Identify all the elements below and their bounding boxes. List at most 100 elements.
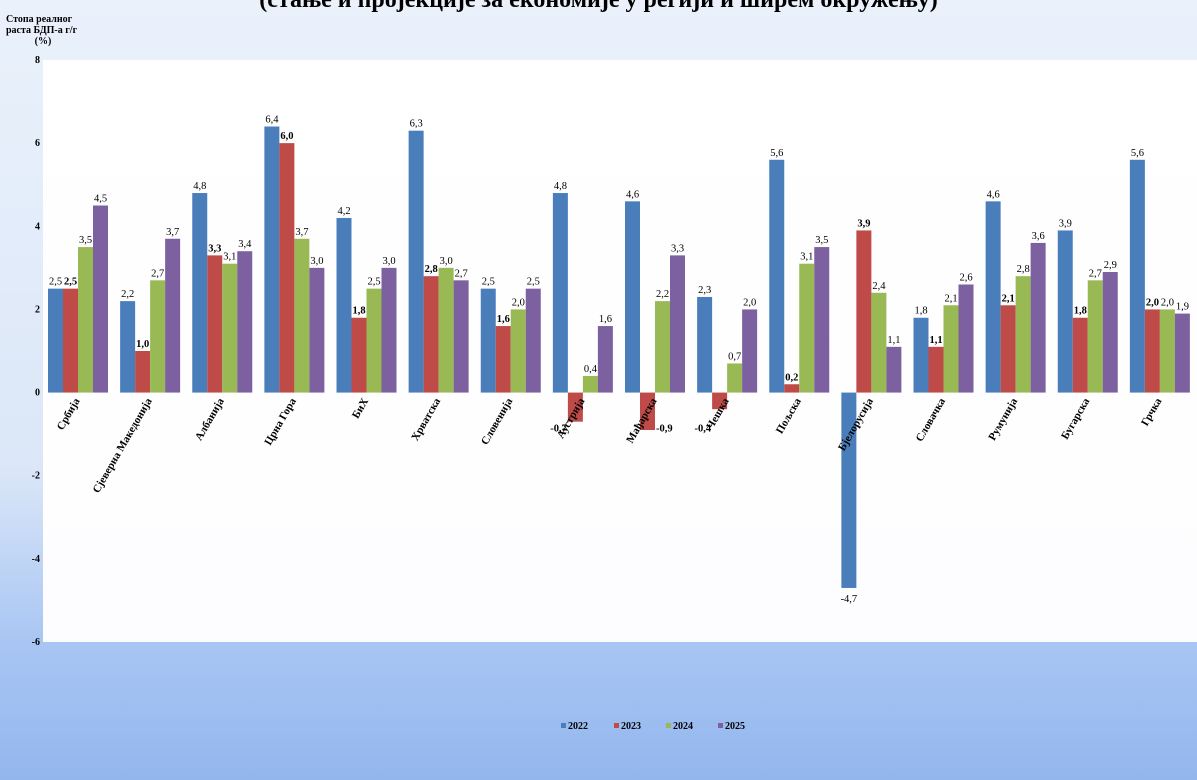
- legend-swatch-2025: [718, 723, 723, 728]
- y-tick-label: 4: [35, 221, 40, 232]
- bar-2023: [63, 288, 78, 393]
- data-label-2023: 0,2: [785, 372, 798, 383]
- data-label-2023: 2,8: [425, 264, 438, 275]
- bar-2024: [727, 363, 743, 393]
- data-label-2022: 5,6: [770, 148, 783, 159]
- data-label-2025: 2,7: [455, 268, 468, 279]
- data-label-2022: 1,8: [914, 306, 927, 317]
- bar-2023: [207, 255, 223, 393]
- data-label-2024: 2,2: [656, 289, 669, 300]
- data-label-2023: 2,5: [64, 277, 77, 288]
- data-label-2024: 2,0: [512, 297, 525, 308]
- data-label-2025: 3,7: [166, 227, 179, 238]
- data-label-2023: 1,8: [352, 306, 365, 317]
- bar-2024: [1015, 276, 1031, 393]
- bar-2024: [871, 292, 887, 393]
- bar-2025: [165, 238, 181, 393]
- data-label-2025: 2,5: [527, 277, 540, 288]
- bar-2022: [1129, 159, 1145, 393]
- data-label-2025: 4,5: [94, 194, 107, 205]
- bar-2025: [381, 267, 397, 393]
- bar-2023: [856, 230, 872, 393]
- data-label-2023: 3,3: [208, 243, 221, 254]
- data-label-2023: 1,6: [497, 314, 510, 325]
- data-label-2024: 3,1: [800, 252, 813, 263]
- bar-2023: [423, 276, 439, 393]
- data-label-2025: 1,6: [599, 314, 612, 325]
- legend-swatch-2024: [666, 723, 671, 728]
- bar-2022: [480, 288, 496, 393]
- data-label-2022: 4,2: [337, 206, 350, 217]
- y-tick-label: 0: [35, 388, 40, 399]
- y-tick-label: 2: [35, 304, 40, 315]
- data-label-2024: 0,7: [728, 351, 741, 362]
- data-label-2024: 2,1: [944, 293, 957, 304]
- data-label-2025: 2,0: [743, 297, 756, 308]
- bar-2022: [913, 317, 929, 393]
- bar-2022: [1057, 230, 1073, 393]
- data-label-2024: 3,1: [223, 252, 236, 263]
- data-label-2024: 3,5: [79, 235, 92, 246]
- data-label-2023: 6,0: [280, 131, 293, 142]
- data-label-2024: 2,7: [1089, 268, 1102, 279]
- y-tick-label: -2: [32, 471, 40, 482]
- bar-2025: [670, 255, 685, 393]
- bar-2025: [1174, 313, 1190, 393]
- data-label-2023: 2,0: [1146, 297, 1159, 308]
- bar-2023: [712, 392, 728, 410]
- bar-2024: [510, 309, 526, 393]
- legend-label-2022: 2022: [568, 721, 588, 732]
- bar-2022: [769, 159, 785, 393]
- bar-2024: [366, 288, 382, 393]
- data-label-2025: 3,3: [671, 243, 684, 254]
- bar-2025: [886, 346, 902, 393]
- y-axis-label-line-2: раста БДП-а г/г: [6, 25, 78, 36]
- chart-title: (стање и пројекције за економије у региј…: [259, 0, 938, 13]
- data-label-2023: 2,1: [1002, 293, 1015, 304]
- bar-2024: [943, 305, 959, 393]
- data-label-2022: 2,3: [698, 285, 711, 296]
- data-label-2024: 2,7: [151, 268, 164, 279]
- data-label-2024: 2,0: [1161, 297, 1174, 308]
- data-label-2023: -0,7: [550, 424, 567, 435]
- legend-label-2024: 2024: [673, 721, 693, 732]
- bar-2023: [279, 143, 295, 393]
- data-label-2022: 3,9: [1059, 218, 1072, 229]
- data-label-2025: 3,0: [310, 256, 323, 267]
- legend-label-2025: 2025: [725, 721, 745, 732]
- data-label-2025: 3,0: [382, 256, 395, 267]
- data-label-2022: -4,7: [841, 594, 858, 605]
- data-label-2024: 2,4: [872, 281, 886, 292]
- data-label-2022: 2,2: [121, 289, 134, 300]
- data-label-2024: 0,4: [584, 364, 598, 375]
- data-label-2022: 4,8: [193, 181, 206, 192]
- bar-2023: [1000, 305, 1016, 393]
- data-label-2025: 1,9: [1176, 302, 1189, 313]
- bar-2023: [351, 317, 367, 393]
- bar-2022: [264, 126, 280, 393]
- legend-label-2023: 2023: [621, 721, 641, 732]
- bar-2025: [93, 205, 108, 393]
- bar-2022: [841, 392, 857, 588]
- data-label-2023: -0,9: [656, 424, 673, 435]
- bar-2024: [582, 375, 598, 393]
- y-axis-label-unit: (%): [34, 36, 52, 47]
- bar-2025: [597, 326, 613, 393]
- bar-2022: [552, 193, 568, 393]
- data-label-2022: 6,3: [410, 119, 423, 130]
- bar-2022: [697, 296, 713, 393]
- bar-2023: [1144, 309, 1160, 393]
- data-label-2025: 3,5: [815, 235, 828, 246]
- bar-2023: [495, 326, 511, 393]
- y-tick-label: 8: [35, 55, 40, 66]
- data-label-2022: 5,6: [1131, 148, 1144, 159]
- bar-2023: [784, 384, 800, 393]
- bar-2025: [309, 267, 325, 393]
- bar-2023: [567, 392, 583, 422]
- bar-2024: [1159, 309, 1175, 393]
- y-tick-label: -4: [32, 554, 40, 565]
- data-label-2025: 3,4: [238, 239, 252, 250]
- bar-2025: [525, 288, 541, 393]
- bar-2022: [120, 301, 136, 393]
- bar-2024: [655, 301, 670, 393]
